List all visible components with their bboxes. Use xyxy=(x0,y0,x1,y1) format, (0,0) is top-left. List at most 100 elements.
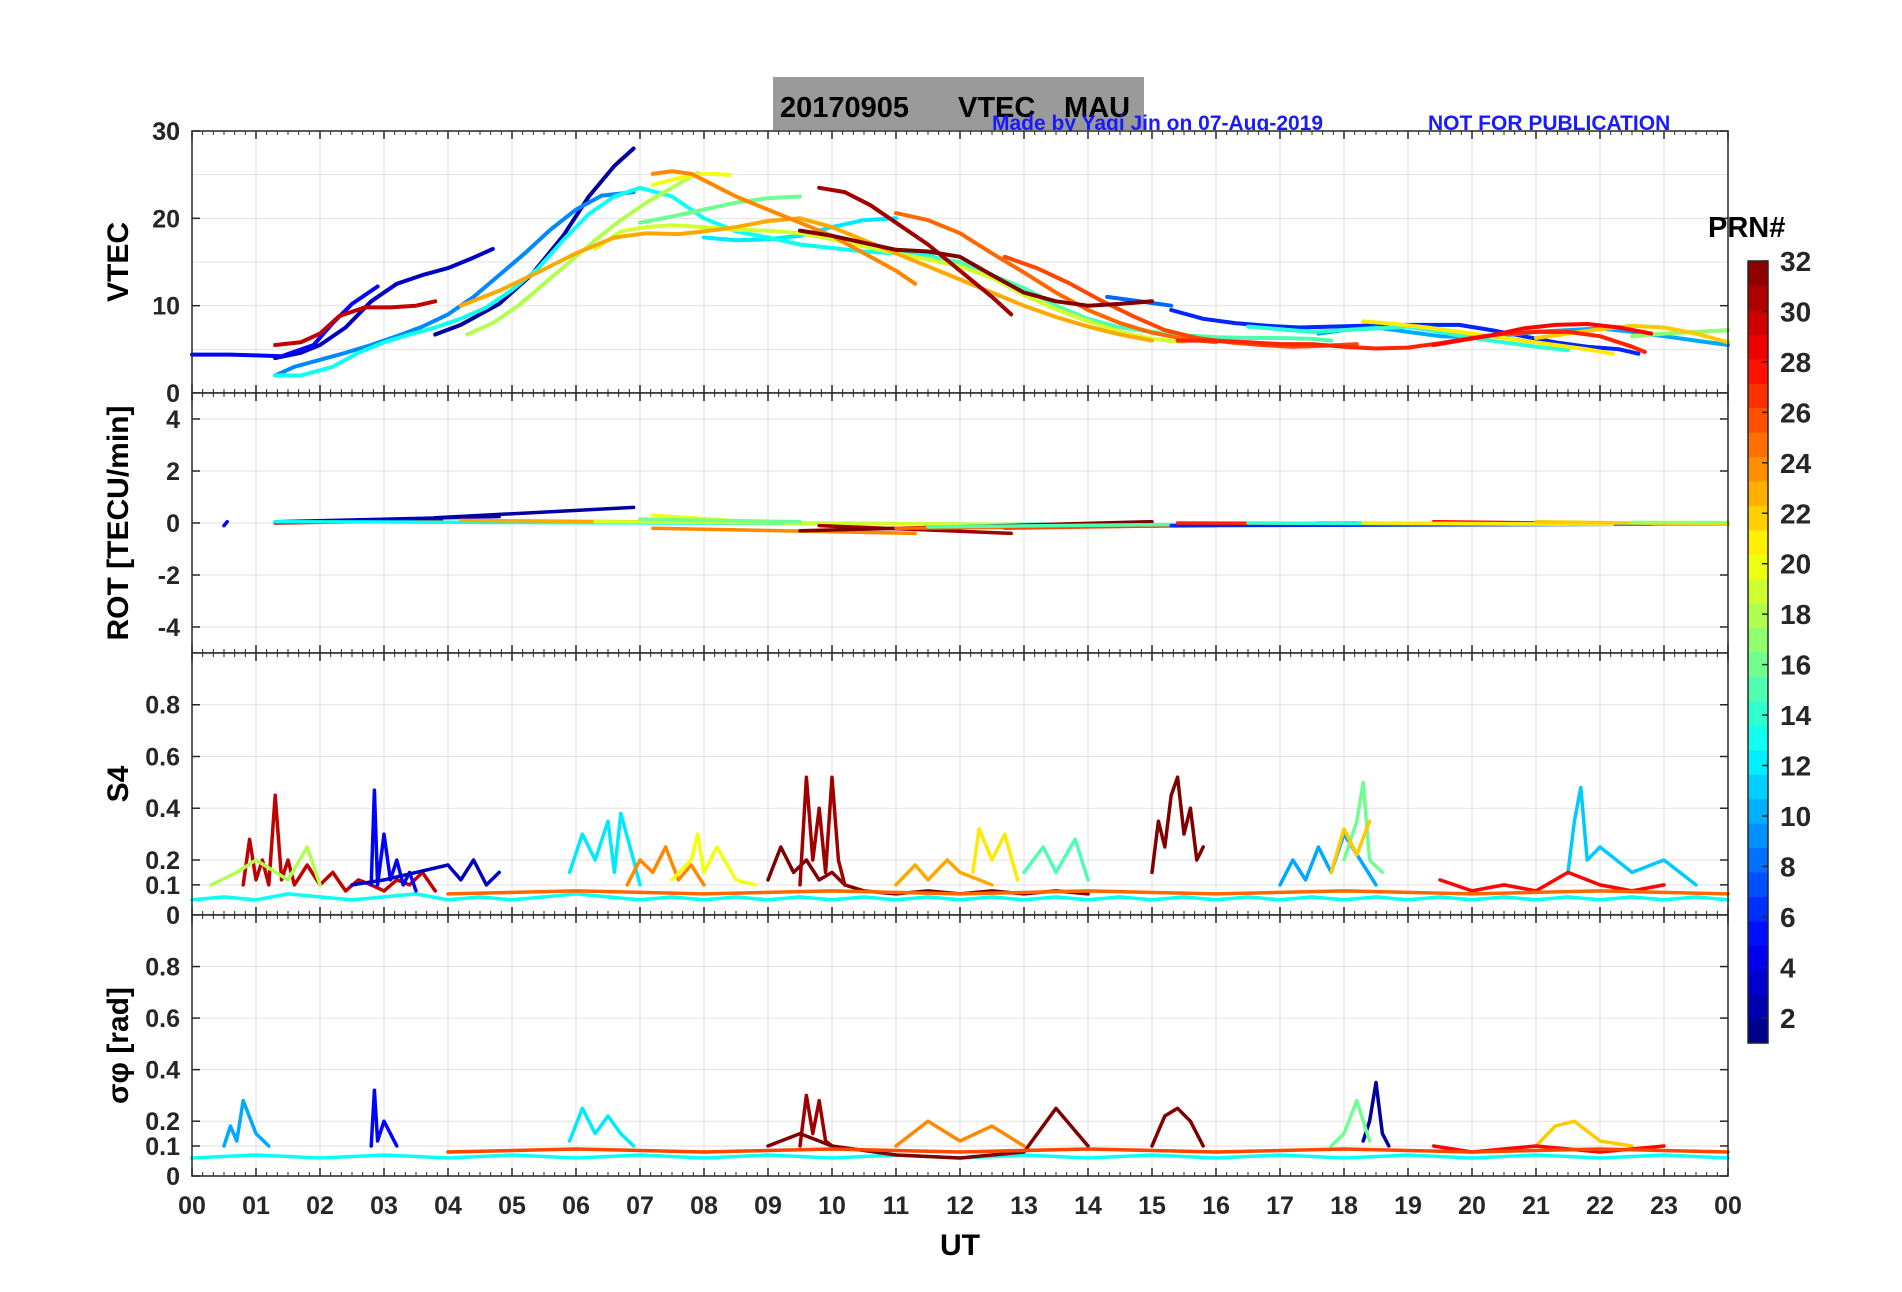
series-vtec-prn-5 xyxy=(190,284,380,359)
series-s4-prn-24 xyxy=(625,845,706,887)
colorbar-tick-label: 18 xyxy=(1780,599,1811,630)
title-product: VTEC xyxy=(958,92,1035,124)
series-group-sigma_phi xyxy=(190,1080,1730,1160)
series-rot-prn-21 xyxy=(1361,521,1615,527)
colorbar-segment xyxy=(1748,896,1768,922)
axes-box-sigma_phi xyxy=(191,914,1729,1177)
title-date: 20170905 xyxy=(780,92,909,124)
colorbar-segment xyxy=(1748,603,1768,629)
colorbar-tick-label: 12 xyxy=(1780,751,1811,782)
x-tick-label: 04 xyxy=(434,1192,462,1220)
colorbar-tick-label: 22 xyxy=(1780,498,1811,529)
series-vtec-prn-12 xyxy=(702,216,898,243)
series-sigma_phi-prn-12 xyxy=(567,1106,636,1148)
colorbar-segment xyxy=(1748,407,1768,433)
x-tick-label: 00 xyxy=(1714,1192,1742,1220)
series-group-s4 xyxy=(190,775,1730,902)
x-tick-label: 12 xyxy=(946,1192,974,1220)
colorbar-frame xyxy=(1747,260,1769,1044)
credit-text: Made by Yaqi Jin on 07-Aug-2019 xyxy=(992,112,1323,135)
colorbar-segment xyxy=(1748,432,1768,458)
series-s4-prn-31 xyxy=(798,775,847,887)
y-tick-label-rot: -4 xyxy=(158,614,180,642)
colorbar-tick-label: 8 xyxy=(1780,851,1796,882)
series-vtec-prn-30 xyxy=(273,299,438,347)
y-tick-label-sigma_phi: 0.6 xyxy=(145,1005,180,1033)
series-vtec-prn-13 xyxy=(273,185,1052,378)
series-sigma_phi-prn-22 xyxy=(1534,1119,1634,1148)
colorbar-segment xyxy=(1748,309,1768,335)
series-s4-prn-32 xyxy=(1150,775,1205,875)
colorbar-tick-label: 20 xyxy=(1780,549,1811,580)
colorbar-tick-label: 28 xyxy=(1780,347,1811,378)
y-tick-label-rot: 4 xyxy=(166,406,180,434)
colorbar-tick-label: 16 xyxy=(1780,650,1811,681)
y-tick-label-s4: 0.1 xyxy=(145,872,180,900)
series-s4-prn-16 xyxy=(1342,780,1385,875)
colorbar-tick-label: 30 xyxy=(1780,296,1811,327)
x-tick-label: 09 xyxy=(754,1192,782,1220)
x-tick-label: 02 xyxy=(306,1192,334,1220)
colorbar-segment xyxy=(1748,456,1768,482)
x-tick-label: 07 xyxy=(626,1192,654,1220)
series-sigma_phi-prn-16 xyxy=(1329,1098,1372,1148)
panel-rot: -4 -2 0 2 4 ROT [TECU/min] xyxy=(102,392,1730,654)
x-tick-label: 00 xyxy=(178,1192,206,1220)
colorbar-tick-label: 2 xyxy=(1780,1003,1796,1034)
colorbar-segment xyxy=(1748,285,1768,311)
series-vtec-prn-27 xyxy=(1175,329,1647,354)
colorbar-segment xyxy=(1748,969,1768,995)
series-vtec-prn-9 xyxy=(273,190,636,378)
colorbar-segment xyxy=(1748,480,1768,506)
y-tick-label-rot: -2 xyxy=(158,562,180,590)
y-tick-label-sigma_phi: 0.2 xyxy=(145,1108,180,1136)
y-tick-label-sigma_phi: 0.8 xyxy=(145,954,180,982)
series-s4-prn-25 xyxy=(446,889,1730,896)
colorbar-segment xyxy=(1748,798,1768,824)
series-s4-prn-23 xyxy=(894,858,994,887)
y-axis-label-vtec: VTEC xyxy=(102,222,135,302)
series-sigma_phi-prn-2 xyxy=(1361,1080,1391,1148)
series-vtec-prn-31 xyxy=(817,185,1014,317)
series-s4-prn-21 xyxy=(971,827,1020,882)
colorbar-segment xyxy=(1748,725,1768,751)
y-axis-label-s4: S4 xyxy=(102,765,135,802)
x-tick-label: 01 xyxy=(242,1192,270,1220)
colorbar-segment xyxy=(1748,578,1768,604)
series-s4-prn-11 xyxy=(1566,785,1698,887)
series-sigma_phi-prn-10 xyxy=(222,1098,271,1148)
colorbar-label: PRN# xyxy=(1708,212,1785,244)
series-s4-prn-12 xyxy=(567,811,642,887)
series-vtec-prn-25 xyxy=(894,211,1218,345)
y-tick-label-rot: 2 xyxy=(166,458,180,486)
x-tick-label: 20 xyxy=(1458,1192,1486,1220)
y-tick-label-vtec: 30 xyxy=(152,118,180,146)
series-vtec-prn-16 xyxy=(638,194,802,225)
series-s4-prn-3 xyxy=(350,858,501,887)
x-tick-label: 14 xyxy=(1074,1192,1102,1220)
x-tick-label: 06 xyxy=(562,1192,590,1220)
x-tick-label: 22 xyxy=(1586,1192,1614,1220)
series-sigma_phi-prn-26 xyxy=(446,1147,1730,1154)
colorbar-segment xyxy=(1748,334,1768,360)
x-tick-label: 23 xyxy=(1650,1192,1678,1220)
x-tick-label: 17 xyxy=(1266,1192,1294,1220)
colorbar-segment xyxy=(1748,847,1768,873)
series-sigma_phi-prn-5 xyxy=(369,1088,399,1148)
series-sigma_phi-prn-31 xyxy=(798,1093,834,1148)
panel-s4: 00.10.2 0.4 0.6 0.8 S4 xyxy=(102,652,1730,930)
series-s4-prn-13 xyxy=(190,892,1730,902)
series-sigma_phi-prn-32 xyxy=(766,1106,1090,1160)
series-vtec-prn-24 xyxy=(650,169,918,286)
y-axis-label-rot: ROT [TECU/min] xyxy=(102,406,135,641)
x-tick-label: 19 xyxy=(1394,1192,1422,1220)
y-tick-label-s4: 0.4 xyxy=(145,795,180,823)
colorbar-segment xyxy=(1748,994,1768,1020)
colorbar-tick-label: 4 xyxy=(1780,952,1796,983)
colorbar-tick-label: 6 xyxy=(1780,902,1796,933)
series-vtec-prn-26 xyxy=(1002,254,1359,349)
colorbar-tick-label: 24 xyxy=(1780,448,1812,479)
colorbar-segment xyxy=(1748,676,1768,702)
